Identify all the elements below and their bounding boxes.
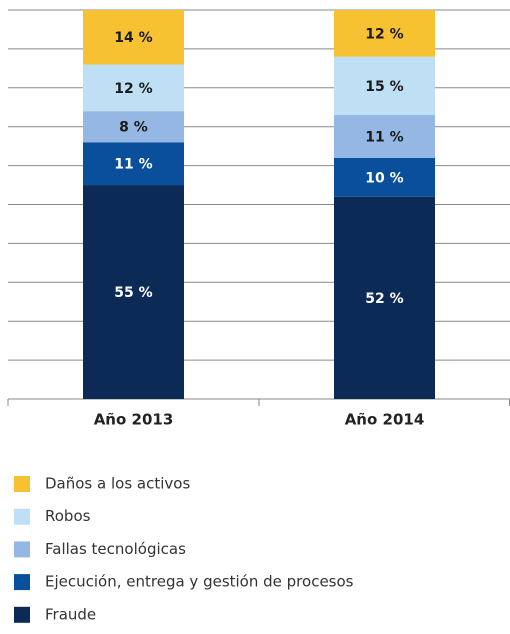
legend-label: Robos xyxy=(45,507,91,525)
data-label: 11 % xyxy=(114,157,152,173)
data-label: 11 % xyxy=(365,129,403,145)
bar-segment xyxy=(83,111,184,143)
x-tick-label: Año 2014 xyxy=(345,411,425,429)
bar-segment xyxy=(83,142,184,186)
bar-segment xyxy=(334,115,435,158)
legend-label: Fallas tecnológicas xyxy=(45,540,186,558)
bar-segment xyxy=(334,56,435,116)
legend-swatch xyxy=(14,541,30,558)
legend-label: Fraude xyxy=(45,605,96,623)
legend-label: Daños a los activos xyxy=(45,475,190,493)
data-label: 14 % xyxy=(114,30,152,46)
bar-segment xyxy=(83,10,184,65)
bar-segment xyxy=(83,64,184,112)
data-label: 12 % xyxy=(114,81,152,97)
data-label: 8 % xyxy=(119,120,148,136)
data-label: 12 % xyxy=(365,26,403,42)
data-label: 10 % xyxy=(365,170,403,186)
bar-segment xyxy=(334,10,435,57)
legend-swatch xyxy=(14,476,30,492)
bar-segment xyxy=(334,196,435,399)
data-label: 15 % xyxy=(365,79,403,95)
bar-segment xyxy=(334,157,435,197)
bar-segment xyxy=(83,185,184,399)
x-tick-label: Año 2013 xyxy=(94,411,174,429)
legend-swatch xyxy=(14,606,30,623)
data-label: 55 % xyxy=(114,285,152,301)
data-label: 52 % xyxy=(365,291,403,307)
legend-label: Ejecución, entrega y gestión de procesos xyxy=(45,573,354,591)
legend-swatch xyxy=(14,508,30,525)
legend-swatch xyxy=(14,574,30,591)
